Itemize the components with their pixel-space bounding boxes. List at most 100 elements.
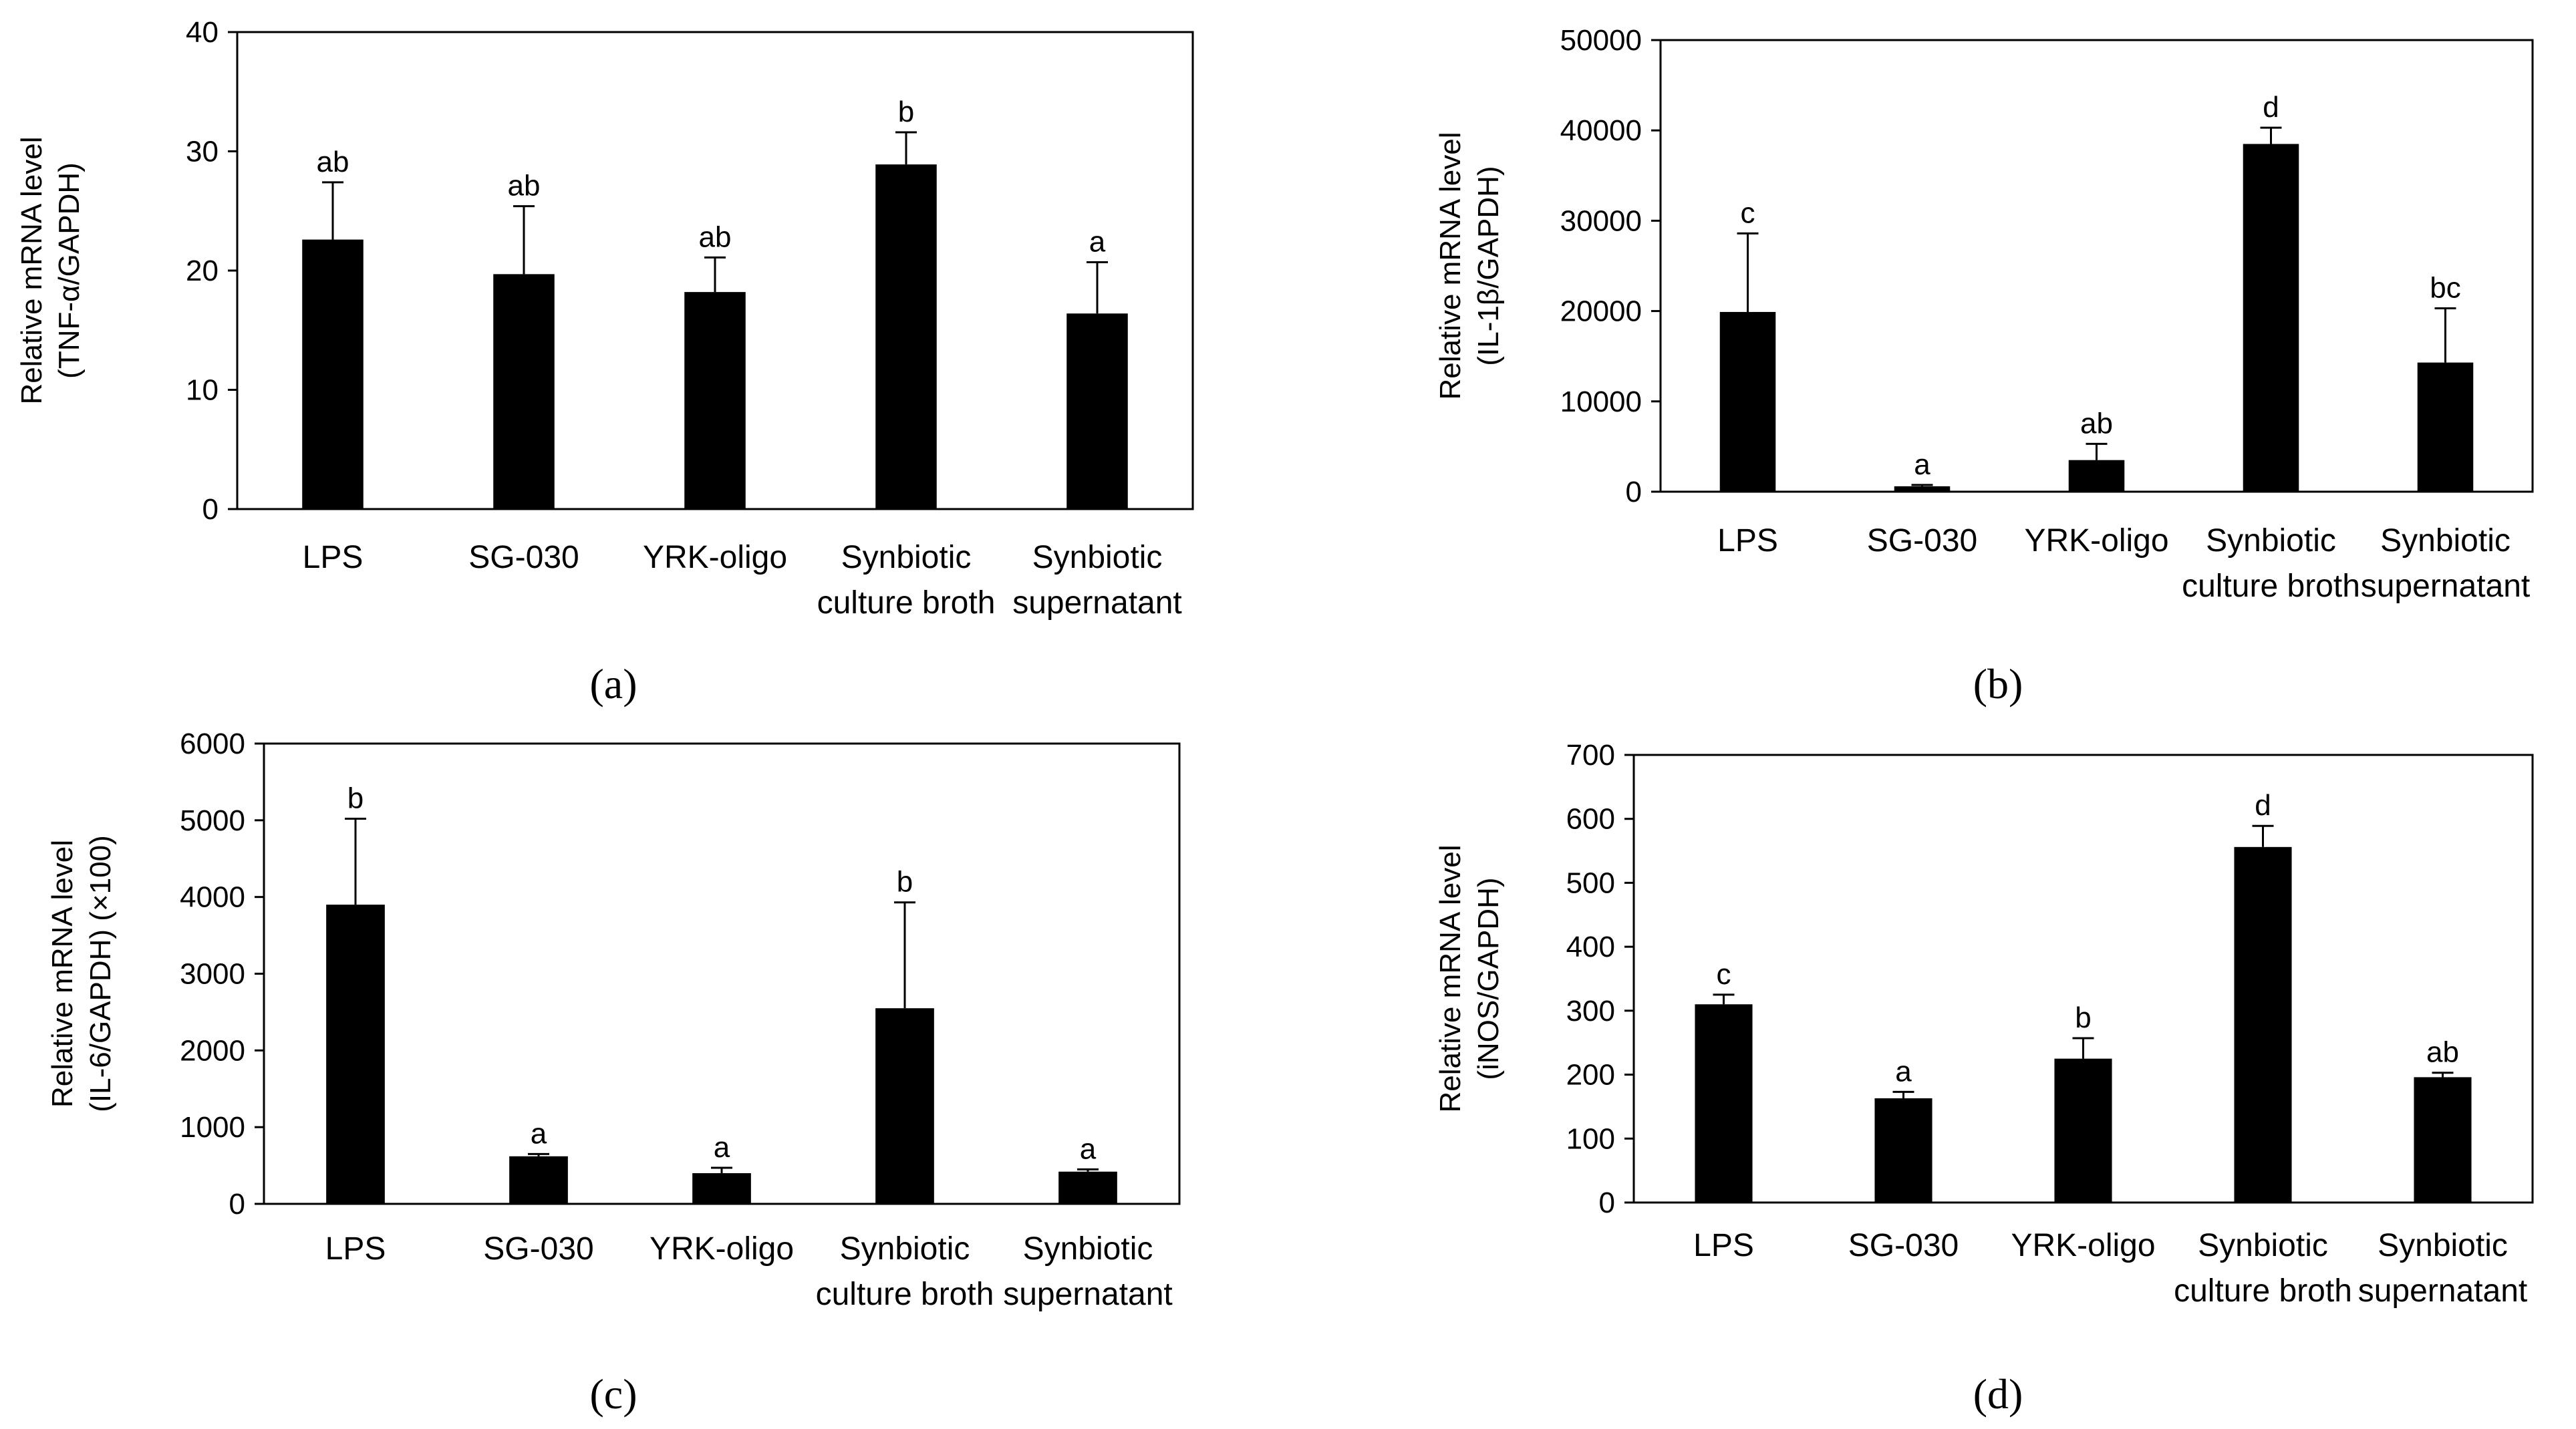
bar (2234, 846, 2292, 1203)
bar (1874, 1098, 1933, 1203)
bar (2068, 460, 2125, 492)
y-tick-label: 10 (186, 374, 219, 407)
significance-label: ab (508, 170, 541, 202)
category-label: YRK-oligo (2024, 523, 2168, 559)
y-axis-label: Relative mRNA level (1434, 844, 1467, 1112)
bar (302, 239, 364, 509)
y-axis-label-unit: (iNOS/GAPDH) (1472, 877, 1505, 1080)
significance-label: c (1741, 196, 1755, 229)
category-label: Synbiotic (1023, 1231, 1153, 1267)
significance-label: b (898, 96, 914, 128)
significance-label: b (897, 866, 913, 899)
significance-label: a (1089, 226, 1106, 259)
category-label: YRK-oligo (643, 540, 787, 575)
bar (509, 1156, 568, 1204)
y-axis-label-unit: (TNF-α/GAPDH) (53, 162, 86, 379)
category-label: LPS (1717, 523, 1778, 559)
y-tick-label: 200 (1566, 1059, 1615, 1092)
y-tick-label: 400 (1566, 931, 1615, 963)
category-label: Synbiotic (2380, 523, 2511, 559)
bar (2243, 144, 2299, 492)
significance-label: bc (2430, 272, 2460, 305)
category-label: Synbiotic (841, 540, 972, 575)
category-label: SG-030 (468, 540, 579, 575)
chart-panel-b: 0 10000 20000 30000 40000 50000 Relative mRNA … (1434, 24, 2534, 707)
significance-label: a (714, 1131, 730, 1164)
significance-label: b (2075, 1001, 2091, 1034)
category-label: Synbiotic (840, 1231, 970, 1267)
y-tick-label: 20 (186, 255, 219, 287)
y-tick-label: 600 (1566, 803, 1615, 836)
y-tick-label: 3000 (180, 958, 245, 991)
y-tick-label: 300 (1566, 995, 1615, 1027)
category-label: supernatant (1003, 1277, 1173, 1312)
chart-panel-a: 0 10 20 30 40 Relative mRNA level (TNF-α/GAPDH… (15, 16, 1194, 707)
bar (1695, 1004, 1753, 1203)
significance-label: ab (2426, 1036, 2459, 1069)
y-tick-label: 500 (1566, 866, 1615, 899)
significance-label: ab (2080, 407, 2113, 440)
category-label: Synbiotic (1032, 540, 1163, 575)
significance-label: ab (699, 220, 732, 253)
significance-label: a (1080, 1132, 1097, 1165)
bar (1066, 313, 1128, 509)
significance-label: a (1895, 1055, 1912, 1088)
category-label: LPS (325, 1231, 386, 1267)
y-tick-label: 5000 (180, 804, 245, 837)
bar (1058, 1171, 1117, 1204)
bar (1719, 311, 1776, 492)
significance-label: a (1914, 448, 1930, 481)
panel-label: (b) (1973, 660, 2023, 707)
category-label: LPS (303, 540, 364, 575)
y-tick-label: 40 (186, 16, 219, 49)
panel-label: (c) (589, 1370, 637, 1418)
significance-label: b (347, 782, 364, 815)
chart-panel-c: 0 1000 2000 3000 4000 5000 6000 Relative mRNA l… (46, 728, 1181, 1418)
category-label: culture broth (816, 1277, 994, 1312)
category-label: culture broth (817, 585, 996, 621)
significance-label: d (2263, 91, 2279, 124)
category-label: supernatant (1012, 585, 1182, 621)
y-tick-label: 0 (202, 493, 219, 526)
panel-label: (d) (1973, 1370, 2023, 1418)
y-tick-label: 10000 (1560, 385, 1642, 418)
bar (493, 274, 555, 509)
chart-panel-d: 0 100 200 300 400 500 600 700 Relative mRNA leve… (1434, 739, 2534, 1418)
bar (875, 164, 937, 509)
bar (1894, 486, 1951, 492)
significance-label: a (531, 1117, 547, 1150)
category-label: LPS (1693, 1228, 1754, 1263)
bar (2414, 1077, 2472, 1203)
category-label: YRK-oligo (2011, 1228, 2155, 1263)
y-tick-label: 40000 (1560, 114, 1642, 147)
y-tick-label: 0 (1626, 476, 1642, 508)
y-axis-label: Relative mRNA level (15, 136, 48, 404)
y-tick-label: 100 (1566, 1122, 1615, 1155)
y-tick-label: 1000 (180, 1111, 245, 1144)
y-tick-label: 2000 (180, 1034, 245, 1067)
bar (692, 1173, 751, 1204)
category-label: Synbiotic (2198, 1228, 2328, 1263)
category-label: culture broth (2174, 1273, 2352, 1309)
category-label: Synbiotic (2378, 1228, 2508, 1263)
significance-label: ab (317, 146, 349, 178)
bar (2054, 1058, 2112, 1203)
y-tick-label: 30 (186, 136, 219, 168)
category-label: Synbiotic (2206, 523, 2336, 559)
category-label: YRK-oligo (650, 1231, 794, 1267)
bar (326, 905, 385, 1204)
y-axis-label: Relative mRNA level (46, 840, 79, 1108)
y-tick-label: 0 (229, 1188, 245, 1221)
y-tick-label: 700 (1566, 739, 1615, 772)
y-tick-label: 50000 (1560, 24, 1642, 57)
significance-label: d (2255, 789, 2271, 822)
bar (875, 1008, 934, 1204)
significance-label: c (1717, 958, 1731, 991)
y-tick-label: 6000 (180, 728, 245, 760)
category-label: SG-030 (1867, 523, 1977, 559)
y-tick-label: 0 (1599, 1186, 1615, 1219)
category-label: SG-030 (483, 1231, 593, 1267)
y-axis-label-unit: (IL-1β/GAPDH) (1472, 166, 1505, 365)
category-label: supernatant (2358, 1273, 2528, 1309)
